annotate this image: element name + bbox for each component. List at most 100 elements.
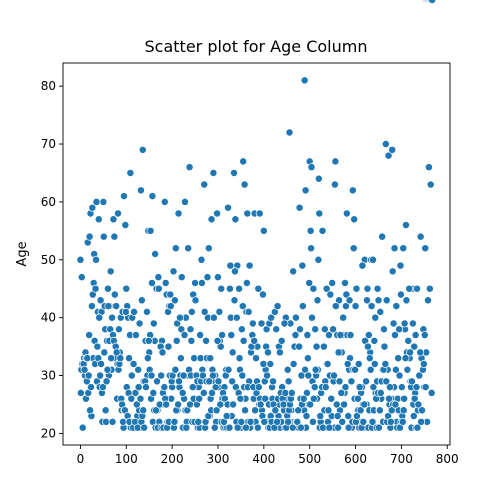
scatter-point — [240, 180, 249, 189]
scatter-point — [77, 273, 86, 282]
scatter-point — [202, 336, 211, 345]
scatter-point — [112, 302, 121, 311]
scatter-point — [415, 371, 424, 380]
scatter-point — [424, 296, 432, 305]
scatter-point — [341, 302, 350, 311]
scatter-point — [174, 209, 183, 218]
scatter-point — [134, 365, 143, 374]
scatter-point — [85, 331, 94, 339]
scatter-point — [224, 365, 233, 374]
scatter-point — [362, 377, 371, 386]
scatter-point — [312, 342, 321, 351]
scatter-point — [411, 331, 420, 339]
scatter-point — [236, 394, 245, 403]
scatter-point — [299, 394, 308, 403]
scatter-point — [342, 209, 351, 218]
scatter-point — [175, 377, 183, 386]
scatter-point — [80, 365, 89, 374]
scatter-point — [405, 284, 414, 293]
scatter-point — [389, 319, 398, 328]
scatter-point — [333, 412, 342, 421]
scatter-point — [254, 284, 263, 293]
scatter-point — [314, 174, 323, 183]
scatter-point — [76, 388, 85, 397]
scatter-point — [91, 284, 100, 293]
scatter-point — [296, 325, 305, 334]
scatter-point — [161, 278, 170, 287]
scatter-point — [381, 140, 390, 148]
scatter-point — [191, 278, 200, 287]
scatter-point — [330, 180, 339, 189]
scatter-point — [308, 313, 316, 322]
scatter-point — [384, 151, 393, 160]
scatter-point — [204, 244, 213, 253]
scatter-point — [338, 417, 347, 426]
scatter-point — [78, 423, 87, 432]
scatter-point — [187, 307, 196, 316]
scatter-point — [245, 261, 254, 270]
scatter-point — [114, 325, 123, 334]
scatter-point — [148, 192, 157, 201]
scatter-point — [288, 423, 297, 432]
scatter-point — [421, 383, 430, 392]
scatter-point — [154, 273, 163, 282]
scatter-point — [390, 244, 399, 253]
scatter-point — [241, 406, 249, 415]
x-tick-label: 500 — [298, 452, 321, 466]
scatter-point — [184, 244, 193, 253]
scatter-point — [323, 360, 332, 368]
scatter-point — [93, 342, 102, 351]
scatter-point — [419, 360, 428, 368]
scatter-point — [242, 278, 251, 287]
scatter-point — [332, 400, 341, 409]
scatter-point — [428, 0, 437, 4]
scatter-point — [346, 331, 355, 339]
scatter-point — [135, 319, 144, 328]
scatter-point — [289, 360, 298, 368]
scatter-point — [151, 250, 160, 258]
scatter-point — [365, 354, 374, 363]
scatter-point — [293, 417, 302, 426]
scatter-point — [160, 197, 169, 206]
scatter-point — [225, 284, 234, 293]
scatter-point — [139, 406, 148, 415]
scatter-point — [250, 336, 259, 345]
scatter-point — [298, 261, 307, 270]
scatter-point — [414, 400, 423, 409]
scatter-point — [235, 284, 244, 293]
scatter-point — [271, 406, 280, 415]
scatter-point — [426, 180, 435, 189]
scatter-point — [222, 412, 231, 421]
x-tick-label: 200 — [161, 452, 184, 466]
scatter-point — [177, 273, 186, 282]
scatter-point — [188, 383, 197, 392]
scatter-point — [328, 278, 337, 287]
y-tick-label: 30 — [41, 369, 56, 383]
scatter-point — [170, 296, 179, 305]
scatter-point — [230, 267, 239, 276]
scatter-point — [325, 331, 333, 339]
scatter-point — [122, 284, 131, 293]
scatter-point — [217, 284, 226, 293]
scatter-point — [335, 377, 344, 386]
scatter-point — [418, 406, 426, 415]
scatter-point — [425, 284, 434, 293]
scatter-point — [402, 221, 410, 230]
scatter-point — [341, 278, 349, 287]
scatter-point — [351, 365, 360, 374]
scatter-point — [307, 244, 316, 253]
scatter-point — [158, 348, 167, 357]
scatter-point — [331, 157, 340, 166]
scatter-point — [352, 412, 361, 421]
scatter-point — [413, 423, 422, 432]
scatter-point — [152, 406, 161, 415]
scatter-point — [198, 371, 207, 380]
scatter-point — [176, 354, 185, 363]
x-tick-label: 700 — [390, 452, 413, 466]
scatter-point — [374, 296, 383, 305]
scatter-point — [208, 371, 217, 380]
scatter-point — [388, 267, 397, 276]
scatter-point — [140, 423, 149, 432]
scatter-point — [87, 383, 95, 392]
scatter-point — [277, 336, 286, 345]
